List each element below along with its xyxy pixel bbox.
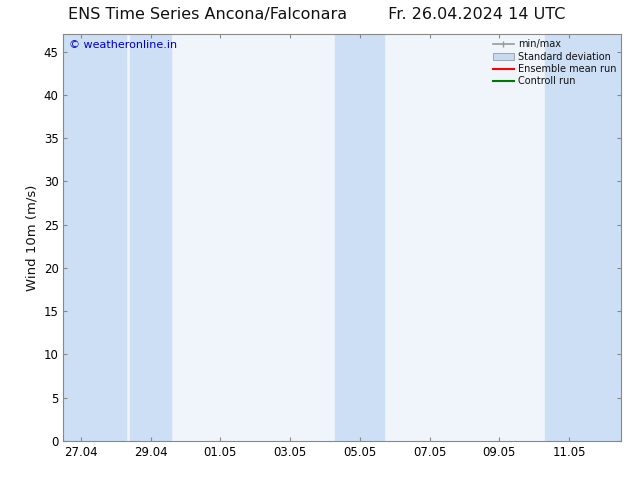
Bar (545, 34, 621, 441)
Legend: min/max, Standard deviation, Ensemble mean run, Controll run: min/max, Standard deviation, Ensemble me… (491, 37, 618, 88)
Text: ENS Time Series Ancona/Falconara        Fr. 26.04.2024 14 UTC: ENS Time Series Ancona/Falconara Fr. 26.… (68, 7, 566, 23)
Bar (63, 34, 126, 441)
Bar (335, 34, 384, 441)
Y-axis label: Wind 10m (m/s): Wind 10m (m/s) (25, 184, 38, 291)
Text: © weatheronline.in: © weatheronline.in (69, 40, 177, 50)
Bar (129, 34, 171, 441)
